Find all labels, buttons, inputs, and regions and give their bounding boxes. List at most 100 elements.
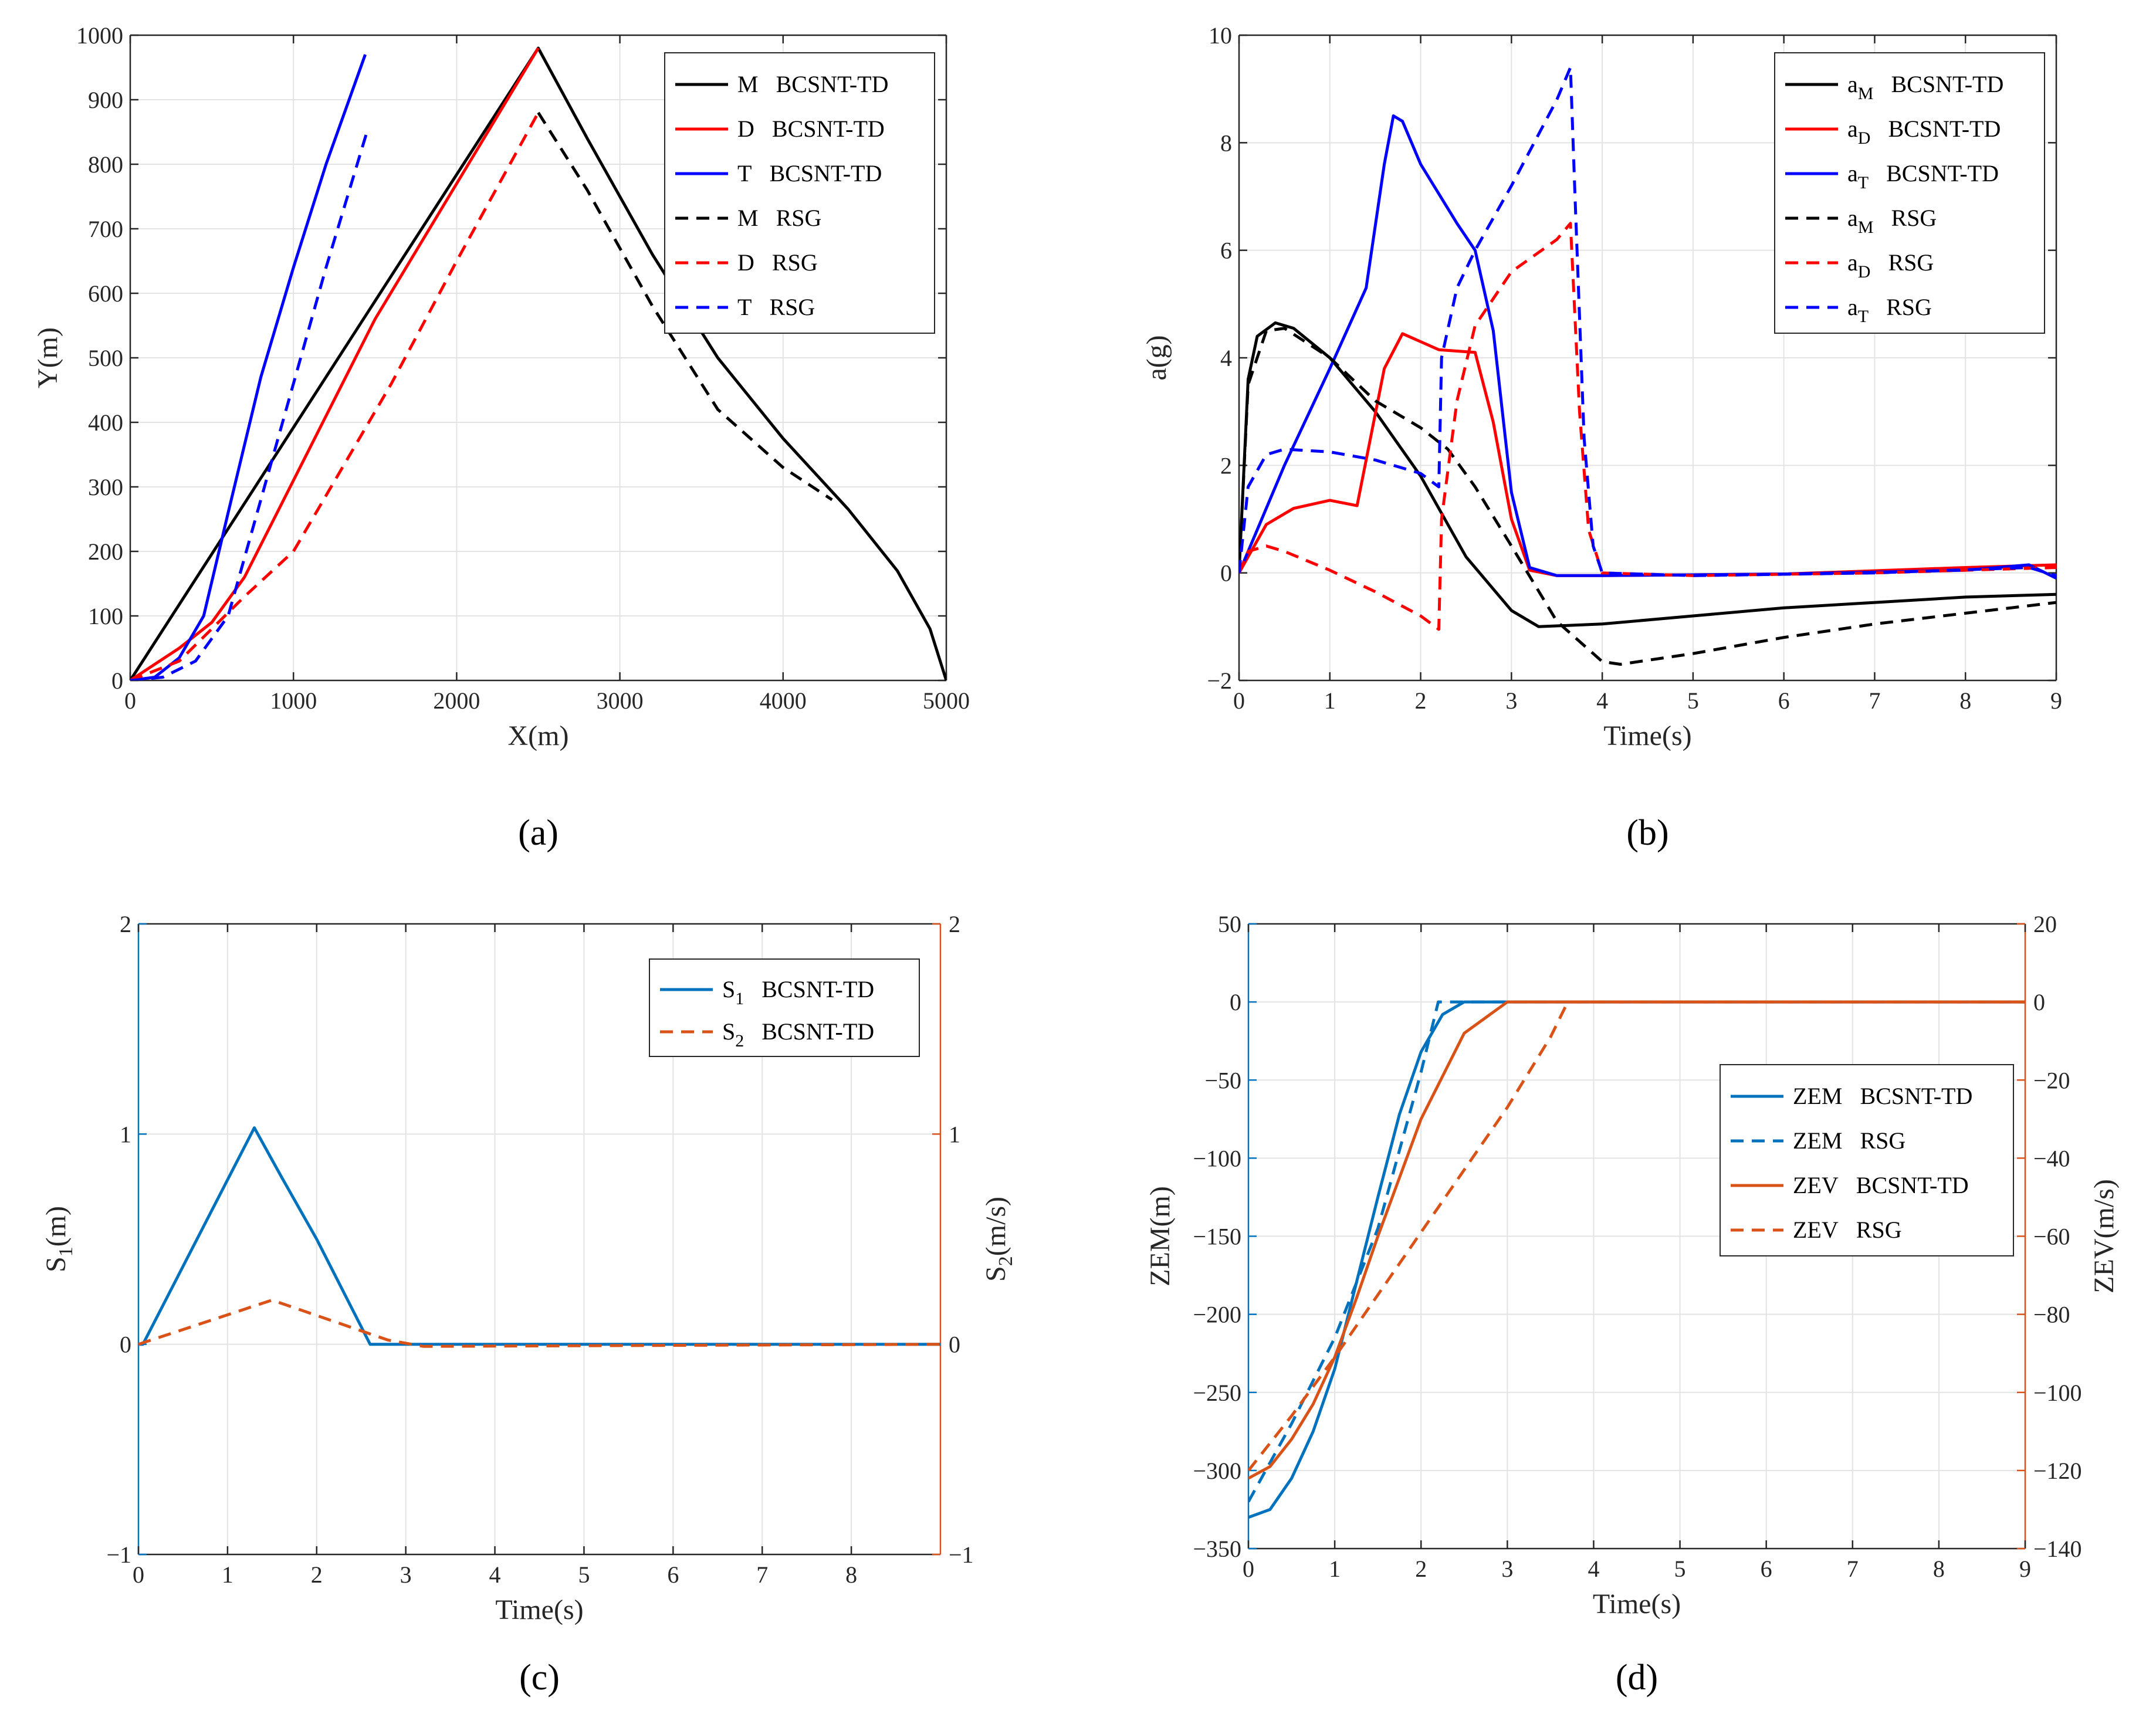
legend-entry: M BCSNT-TD (737, 71, 888, 97)
x-tick-label: 1 (222, 1561, 233, 1588)
y2-label-sub: 2 (995, 1256, 1017, 1266)
legend-name: a (1847, 294, 1858, 320)
panel-caption: (c) (519, 1658, 560, 1698)
legend-gap (1869, 294, 1886, 320)
legend-gap (754, 249, 772, 276)
y-tick-label: 0 (1230, 989, 1241, 1015)
legend-method: RSG (1886, 294, 1932, 320)
x-tick-label: 8 (845, 1561, 857, 1588)
y2-tick-label: −80 (2033, 1302, 2070, 1328)
legend-name: a (1847, 249, 1858, 276)
y2-axis-label: ZEV(m/s) (2089, 1179, 2120, 1293)
y-tick-label: −250 (1193, 1380, 1241, 1406)
y2-tick-label: −60 (2033, 1224, 2070, 1250)
legend-name: a (1847, 116, 1858, 142)
legend-gap (1869, 160, 1886, 187)
y2-tick-label: 0 (949, 1332, 960, 1358)
x-axis-label: Time(s) (1603, 720, 1691, 751)
legend-entry: M RSG (737, 205, 821, 231)
y-tick-label: 600 (88, 280, 123, 307)
y-tick-label: −100 (1193, 1145, 1241, 1171)
legend-name: T (737, 160, 752, 187)
legend-name: S (722, 976, 735, 1002)
legend-method: RSG (776, 205, 822, 231)
legend-sub: 2 (735, 1031, 744, 1051)
legend-method: RSG (772, 249, 818, 276)
y-tick-label: 500 (88, 345, 123, 371)
panel-caption: (d) (1616, 1658, 1658, 1698)
x-tick-label: 6 (1761, 1556, 1772, 1582)
legend-entry: T RSG (737, 294, 815, 320)
legend-name: D (737, 249, 754, 276)
y-axis-label: ZEM(m) (1145, 1186, 1176, 1286)
legend-entry: D RSG (737, 249, 818, 276)
legend-name: ZEM (1793, 1083, 1842, 1109)
legend-gap (752, 294, 769, 320)
x-tick-label: 0 (1233, 687, 1245, 714)
y-tick-label: 0 (120, 1332, 131, 1358)
legend-sub: T (1858, 173, 1869, 192)
y-tick-label: 10 (1209, 22, 1232, 49)
x-axis-label: X(m) (508, 720, 569, 751)
legend-name: ZEV (1793, 1172, 1839, 1198)
legend-sub: D (1858, 128, 1871, 148)
y-tick-label: 200 (88, 538, 123, 565)
x-tick-label: 1 (1324, 687, 1336, 714)
y-tick-label: −200 (1193, 1302, 1241, 1328)
y-tick-label: −50 (1204, 1067, 1241, 1093)
y-tick-label: 1 (120, 1121, 131, 1147)
legend-gap (1870, 116, 1888, 142)
x-tick-label: 2 (311, 1561, 323, 1588)
legend-entry: T BCSNT-TD (737, 160, 882, 187)
y2-tick-label: −20 (2033, 1067, 2070, 1093)
legend-gap (744, 1018, 761, 1045)
y-tick-label: 400 (88, 409, 123, 436)
y-tick-label: 0 (1220, 560, 1232, 587)
legend-name: ZEV (1793, 1217, 1839, 1243)
x-tick-label: 7 (1869, 687, 1880, 714)
x-tick-label: 2 (1415, 1556, 1427, 1582)
legend-name: ZEM (1793, 1127, 1842, 1154)
x-tick-label: 6 (1778, 687, 1790, 714)
legend-method: RSG (769, 294, 815, 320)
legend-gap (1873, 71, 1891, 97)
panel-caption: (b) (1626, 813, 1668, 853)
x-tick-label: 5 (1674, 1556, 1686, 1582)
y2-label-tail: (m/s) (980, 1197, 1011, 1256)
legend-method: BCSNT-TD (1856, 1172, 1969, 1198)
y-tick-label: 800 (88, 151, 123, 178)
x-tick-label: 1 (1329, 1556, 1341, 1582)
y-label-tail: (m) (40, 1206, 72, 1246)
x-tick-label: 8 (1933, 1556, 1945, 1582)
y2-tick-label: −1 (949, 1542, 974, 1568)
x-tick-label: 0 (133, 1561, 144, 1588)
legend-entry: ZEV BCSNT-TD (1793, 1172, 1969, 1198)
y-axis-label: a(g) (1141, 335, 1172, 380)
legend-sub: D (1858, 262, 1871, 282)
legend-name: a (1847, 71, 1858, 97)
y-tick-label: −350 (1193, 1536, 1241, 1562)
legend-sub: M (1858, 218, 1874, 237)
y-tick-label: 900 (88, 87, 123, 113)
legend-name: T (737, 294, 752, 320)
y-tick-label: 1000 (76, 22, 123, 49)
legend-method: BCSNT-TD (1886, 160, 1999, 187)
y2-tick-label: 0 (2033, 989, 2045, 1015)
legend: ZEM BCSNT-TDZEM RSGZEV BCSNT-TDZEV RSG (1720, 1065, 2013, 1256)
y-tick-label: 0 (111, 668, 123, 694)
legend-method: BCSNT-TD (1888, 116, 2001, 142)
y2-tick-label: 20 (2033, 911, 2057, 937)
x-tick-label: 3000 (597, 687, 644, 714)
legend-gap (759, 71, 776, 97)
legend-name: D (737, 116, 754, 142)
x-tick-label: 5 (578, 1561, 590, 1588)
x-tick-label: 8 (1959, 687, 1971, 714)
legend-name: a (1847, 205, 1858, 231)
x-tick-label: 3 (1505, 687, 1517, 714)
legend-name: a (1847, 160, 1858, 187)
legend-method: RSG (1856, 1217, 1902, 1243)
panel-caption: (a) (518, 813, 559, 853)
x-tick-label: 9 (2019, 1556, 2031, 1582)
